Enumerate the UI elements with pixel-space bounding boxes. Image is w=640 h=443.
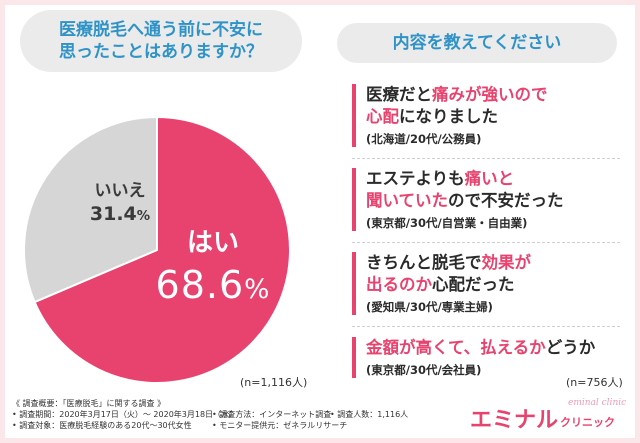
answer-text-part: きちんと脱毛で xyxy=(366,253,482,272)
answer-highlight: 痛いと xyxy=(464,169,515,188)
answer-divider xyxy=(352,242,620,243)
no-slice-value: 31.4 xyxy=(89,203,137,225)
pie-slice-yes xyxy=(33,115,291,384)
answer-text-part: になりました xyxy=(399,107,498,126)
brand-logo-main: エミナル xyxy=(470,408,559,433)
right-title: 内容を教えてください xyxy=(337,23,617,63)
answer-highlight: 効果が xyxy=(481,253,532,272)
answer-item: きちんと脱毛で効果が出るのか心配だった (愛知県/30代/専業主婦) xyxy=(352,252,622,315)
answer-text: 金額が高くて、払えるかどうか xyxy=(366,337,622,359)
answer-respondent: (北海道/20代/公務員) xyxy=(366,132,482,146)
survey-provider: • モニター提供元：ゼネラルリサーチ xyxy=(212,421,348,430)
survey-method: • 調査方法：インターネット調査 xyxy=(212,410,332,419)
right-sample-size: (n=756人) xyxy=(566,376,623,389)
answer-highlight: 聞いていた xyxy=(366,191,449,210)
answer-item: 医療だと痛みが強いので心配になりました (北海道/20代/公務員) xyxy=(352,84,622,147)
survey-count: • 調査人数：1,116人 xyxy=(330,410,409,419)
no-slice-label: いいえ 31.4% xyxy=(80,176,160,225)
answer-divider xyxy=(352,158,620,159)
answer-highlight: 心配 xyxy=(366,107,399,126)
answer-text-part: エステよりも xyxy=(366,169,465,188)
left-title-line2: 思ったことはありますか？ xyxy=(59,42,263,62)
answer-respondent: (愛知県/30代/専業主婦) xyxy=(366,300,493,314)
answer-respondent: (東京都/30代/会社員) xyxy=(366,363,482,377)
brand-logo-sub: クリニック xyxy=(560,416,615,429)
answer-divider xyxy=(352,326,620,327)
yes-slice-percent: 68.6% xyxy=(148,263,278,307)
survey-target: • 調査対象：医療脱毛経験のある20代～30代女性 xyxy=(12,421,192,430)
brand-logo-script: eminal clinic xyxy=(568,398,627,408)
yes-slice-unit: % xyxy=(244,274,271,305)
answer-highlight: 出るのか xyxy=(366,275,432,294)
survey-summary: 《 調査概要：「医療脱毛」に関する調査 》 • 調査期間：2020年3月17日（… xyxy=(12,398,408,431)
answer-highlight: 金額が高くて、払えるか xyxy=(366,338,546,357)
yes-slice-value: 68.6 xyxy=(155,263,245,307)
answer-highlight: 痛みが強いので xyxy=(432,85,548,104)
no-slice-unit: % xyxy=(136,209,151,224)
answer-text-part: ので不安だった xyxy=(448,191,564,210)
no-slice-percent: 31.4% xyxy=(80,203,160,225)
answer-item: エステよりも痛いと 聞いていたので不安だった (東京都/30代/自営業・自由業) xyxy=(352,168,622,231)
answer-text-part: 医療だと xyxy=(366,85,432,104)
survey-row: • 調査期間：2020年3月17日（火）～ 2020年3月18日（水）• 調査方… xyxy=(12,409,408,420)
no-slice-name: いいえ xyxy=(94,181,146,201)
yes-slice-label: はい 68.6% xyxy=(148,222,278,307)
answer-item: 金額が高くて、払えるかどうか (東京都/30代/会社員) xyxy=(352,337,622,378)
left-title-line1: 医療脱毛へ通う前に不安に xyxy=(59,20,263,40)
survey-period: • 調査期間：2020年3月17日（火）～ 2020年3月18日（水） xyxy=(12,410,238,419)
brand-logo: eminal clinic エミナル クリニック xyxy=(470,398,630,436)
left-title: 医療脱毛へ通う前に不安に 思ったことはありますか？ xyxy=(20,10,302,72)
survey-summary-heading: 《 調査概要：「医療脱毛」に関する調査 》 xyxy=(12,399,166,408)
pie-slice-no xyxy=(23,115,158,304)
survey-row: • 調査対象：医療脱毛経験のある20代～30代女性 • モニター提供元：ゼネラルリ… xyxy=(12,420,408,431)
answer-text-part: 心配だった xyxy=(432,275,515,294)
answer-text: きちんと脱毛で効果が出るのか心配だった xyxy=(366,252,622,296)
answer-text: エステよりも痛いと 聞いていたので不安だった xyxy=(366,168,622,212)
answer-text: 医療だと痛みが強いので心配になりました xyxy=(366,84,622,128)
answer-text-part: どうか xyxy=(545,338,596,357)
left-sample-size: (n=1,116人) xyxy=(240,376,308,389)
answer-respondent: (東京都/30代/自営業・自由業) xyxy=(366,216,528,230)
yes-slice-name: はい xyxy=(186,228,239,258)
